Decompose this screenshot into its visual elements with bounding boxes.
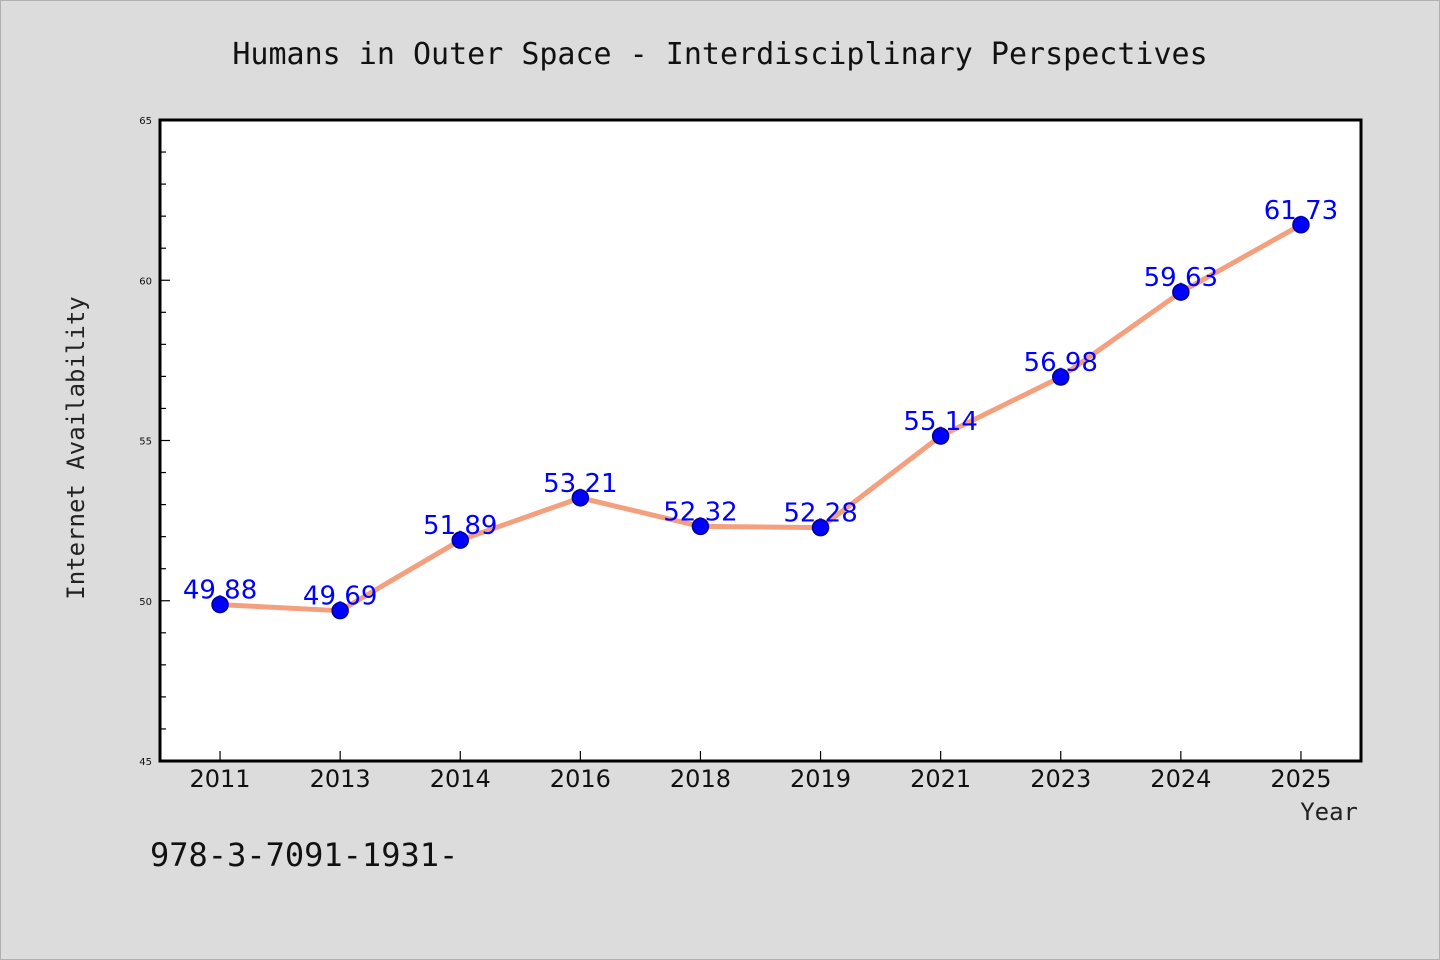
x-tick-label: 2011 xyxy=(190,765,251,793)
data-point xyxy=(571,489,590,507)
x-axis-label: Year xyxy=(1300,798,1358,826)
x-tick-label: 2023 xyxy=(1030,765,1091,793)
data-label: 56.98 xyxy=(1024,348,1098,378)
data-label: 52.28 xyxy=(783,499,857,529)
data-point xyxy=(1292,216,1310,234)
data-label: 51.89 xyxy=(423,511,497,541)
isbn-footnote: 978-3-7091-1931- xyxy=(150,836,458,874)
data-label: 49.88 xyxy=(183,576,257,606)
data-point xyxy=(1172,283,1190,301)
data-label: 59.63 xyxy=(1144,263,1218,293)
x-tick-label: 2014 xyxy=(430,765,491,793)
data-label: 55.14 xyxy=(903,407,977,437)
data-label: 49.69 xyxy=(303,582,377,612)
data-point xyxy=(451,531,469,549)
data-point xyxy=(331,601,349,620)
y-tick-label: 50 xyxy=(139,597,152,608)
plot-area xyxy=(158,118,1363,763)
data-point xyxy=(1052,368,1070,386)
y-tick-label: 45 xyxy=(139,757,152,768)
data-point xyxy=(211,595,229,614)
data-point xyxy=(691,517,710,536)
y-axis: 45 50 55 60 65 xyxy=(139,116,170,768)
x-tick-label: 2019 xyxy=(790,765,851,793)
chart-title: Humans in Outer Space - Interdisciplinar… xyxy=(232,37,1207,72)
x-tick-label: 2016 xyxy=(550,765,611,793)
x-tick-label: 2018 xyxy=(670,765,731,793)
data-labels: 49.88 49.69 51.89 53.21 52.32 52.28 55.14 56.98… xyxy=(183,196,1338,612)
y-tick-label: 65 xyxy=(139,116,152,127)
data-point xyxy=(931,427,950,445)
data-label: 53.21 xyxy=(543,469,617,499)
data-point xyxy=(811,518,830,537)
data-label: 61.73 xyxy=(1264,196,1338,226)
y-tick-label: 60 xyxy=(139,276,152,287)
x-tick-label: 2021 xyxy=(910,765,971,793)
y-axis-label: Internet Availability xyxy=(62,296,90,599)
data-markers xyxy=(211,216,1310,620)
series-line xyxy=(219,222,1303,614)
data-label: 52.32 xyxy=(663,497,737,527)
x-tick-label: 2013 xyxy=(310,765,371,793)
x-tick-label: 2024 xyxy=(1150,765,1211,793)
y-tick-label: 55 xyxy=(139,437,152,448)
x-axis: 2011 2013 2014 2016 2018 2019 2021 2023 2024 2025 xyxy=(190,751,1331,793)
x-tick-label: 2025 xyxy=(1270,765,1331,793)
